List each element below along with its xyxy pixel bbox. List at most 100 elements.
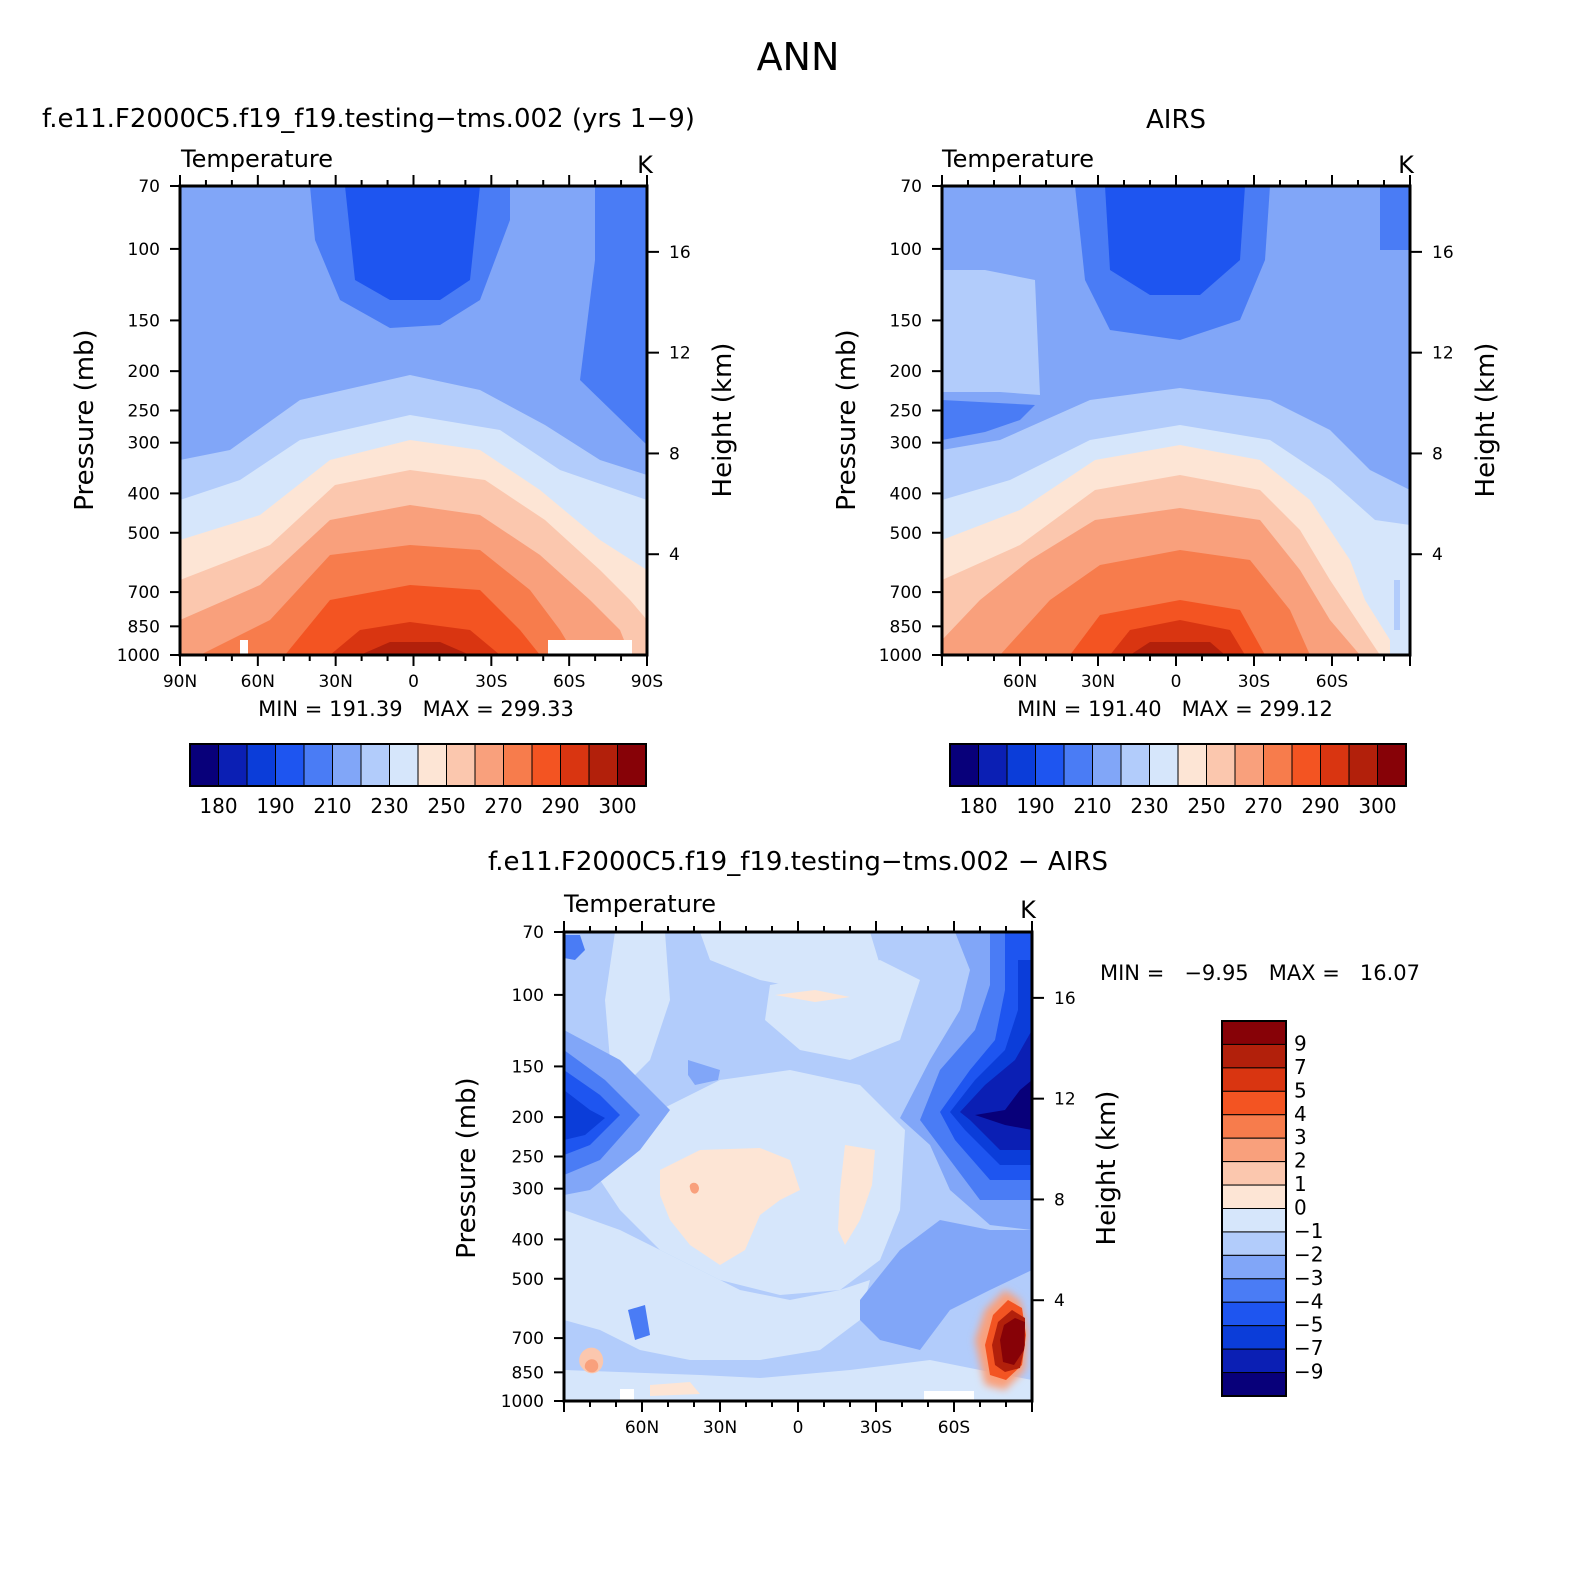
colorbar-obs: 180 190 210 230 250 270 290 300 — [949, 743, 1407, 818]
colorbar-label-diff: −2 — [1294, 1242, 1323, 1266]
panel-diff-ylabel: Pressure (mb) — [452, 1077, 482, 1258]
colorbar-swatch-model — [560, 743, 590, 787]
contour-field-diff — [564, 932, 1032, 1401]
colorbar-swatch-obs — [1035, 743, 1065, 787]
y-tick-label-diff: 250 — [512, 1148, 544, 1168]
colorbar-swatch-diff — [1221, 1208, 1287, 1233]
panel-model: f.e11.F2000C5.f19_f19.testing−tms.002 (y… — [42, 104, 738, 818]
colorbar-swatch-model — [446, 743, 476, 787]
colorbar-swatch-obs — [1377, 743, 1407, 787]
colorbar-swatch-diff — [1221, 1161, 1287, 1186]
colorbar-swatch-diff — [1221, 1278, 1287, 1303]
panel-diff-variable: Temperature — [563, 890, 716, 918]
colorbar-label-diff: 3 — [1294, 1125, 1307, 1149]
colorbar-swatch-model — [360, 743, 390, 787]
colorbar-label-obs: 180 — [959, 794, 997, 818]
colorbar-swatch-obs — [1149, 743, 1179, 787]
x-tick-label-diff: 30S — [860, 1418, 892, 1438]
right-tick-label-diff: 8 — [1054, 1190, 1065, 1210]
panel-diff-stats: MIN = −9.95 MAX = 16.07 — [1100, 961, 1420, 985]
y-tick-label-model: 500 — [128, 524, 160, 544]
colorbar-label-model: 300 — [598, 794, 636, 818]
y-tick-label-obs: 700 — [890, 583, 922, 603]
panel-diff-title: f.e11.F2000C5.f19_f19.testing−tms.002 − … — [488, 847, 1108, 877]
colorbar-label-obs: 210 — [1073, 794, 1111, 818]
colorbar-swatch-diff — [1221, 1231, 1287, 1256]
colorbar-swatch-obs — [1177, 743, 1207, 787]
colorbar-swatch-model — [303, 743, 333, 787]
colorbar-swatch-model — [588, 743, 618, 787]
right-tick-label-obs: 8 — [1432, 444, 1443, 464]
panel-obs-units: K — [1398, 151, 1415, 179]
colorbar-swatch-model — [275, 743, 305, 787]
axis-ticks-diff: 70 100 150 200 250 300 400 500 700 850 1000 60N 30N 0… — [501, 921, 1076, 1438]
y-tick-label-diff: 700 — [512, 1329, 544, 1349]
x-tick-label-model: 30S — [475, 672, 507, 692]
colorbar-swatch-diff — [1221, 1325, 1287, 1350]
right-tick-label-model: 12 — [669, 344, 691, 364]
y-tick-label-diff: 1000 — [501, 1392, 544, 1412]
colorbar-swatch-diff — [1221, 1043, 1287, 1069]
colorbar-label-diff: 5 — [1294, 1078, 1307, 1102]
y-tick-label-diff: 150 — [512, 1057, 544, 1077]
y-tick-label-diff: 500 — [512, 1270, 544, 1290]
y-tick-label-model: 70 — [138, 177, 160, 197]
colorbar-swatch-diff — [1221, 1114, 1287, 1139]
x-tick-label-model: 90S — [631, 672, 663, 692]
colorbar-swatch-diff — [1221, 1348, 1287, 1374]
y-tick-label-obs: 850 — [890, 617, 922, 637]
colorbar-swatch-obs — [1206, 743, 1236, 787]
panel-obs-title: AIRS — [1146, 105, 1206, 135]
x-tick-label-obs: 60N — [1003, 672, 1037, 692]
colorbar-swatch-obs — [1291, 743, 1321, 787]
axis-ticks-obs: 70 100 150 200 250 300 400 500 700 850 1000 60N 30N 0… — [879, 175, 1454, 692]
colorbar-swatch-diff — [1221, 1301, 1287, 1327]
colorbar-swatch-diff — [1221, 1137, 1287, 1163]
right-tick-label-obs: 4 — [1432, 545, 1443, 565]
y-tick-label-model: 200 — [128, 362, 160, 382]
figure-title: ANN — [757, 35, 840, 79]
right-tick-label-diff: 12 — [1054, 1090, 1076, 1110]
colorbar-label-obs: 250 — [1187, 794, 1225, 818]
x-tick-label-obs: 30N — [1081, 672, 1115, 692]
right-tick-label-obs: 12 — [1432, 344, 1454, 364]
y-tick-label-model: 100 — [128, 240, 160, 260]
colorbar-swatch-obs — [1063, 743, 1093, 787]
y-tick-label-obs: 100 — [890, 240, 922, 260]
y-tick-label-diff: 300 — [512, 1180, 544, 1200]
x-tick-label-diff: 60S — [938, 1418, 970, 1438]
panel-diff-units: K — [1020, 896, 1037, 924]
y-tick-label-model: 150 — [128, 311, 160, 331]
y-tick-label-diff: 400 — [512, 1230, 544, 1250]
y-tick-label-obs: 300 — [890, 434, 922, 454]
colorbar-label-diff: 7 — [1294, 1055, 1307, 1079]
colorbar-swatch-model — [531, 743, 561, 787]
colorbar-swatch-obs — [1320, 743, 1350, 787]
colorbar-label-obs: 300 — [1358, 794, 1396, 818]
right-tick-label-model: 4 — [669, 545, 680, 565]
panel-obs-ylabel: Pressure (mb) — [832, 329, 862, 510]
colorbar-label-diff: 0 — [1294, 1196, 1307, 1220]
colorbar-swatch-obs — [949, 743, 979, 787]
colorbar-label-diff: −9 — [1294, 1360, 1323, 1384]
colorbar-label-obs: 230 — [1130, 794, 1168, 818]
colorbar-swatch-obs — [1348, 743, 1378, 787]
panel-obs-stats: MIN = 191.40 MAX = 299.12 — [1017, 697, 1333, 721]
y-tick-label-obs: 250 — [890, 402, 922, 422]
colorbar-label-model: 270 — [484, 794, 522, 818]
colorbar-label-model: 290 — [541, 794, 579, 818]
colorbar-swatch-model — [189, 743, 219, 787]
right-tick-label-diff: 4 — [1054, 1291, 1065, 1311]
y-tick-label-obs: 1000 — [879, 646, 922, 666]
colorbar-swatch-diff — [1221, 1372, 1287, 1397]
colorbar-label-model: 190 — [256, 794, 294, 818]
colorbar-label-diff: 1 — [1294, 1172, 1307, 1196]
colorbar-label-model: 250 — [427, 794, 465, 818]
colorbar-label-diff: −7 — [1294, 1336, 1323, 1360]
panel-model-title: f.e11.F2000C5.f19_f19.testing−tms.002 (y… — [42, 104, 695, 134]
x-tick-label-diff: 0 — [793, 1418, 804, 1438]
panel-obs-right-ylabel: Height (km) — [1471, 343, 1501, 498]
y-tick-label-model: 700 — [128, 583, 160, 603]
colorbar-frame-model — [189, 743, 647, 787]
